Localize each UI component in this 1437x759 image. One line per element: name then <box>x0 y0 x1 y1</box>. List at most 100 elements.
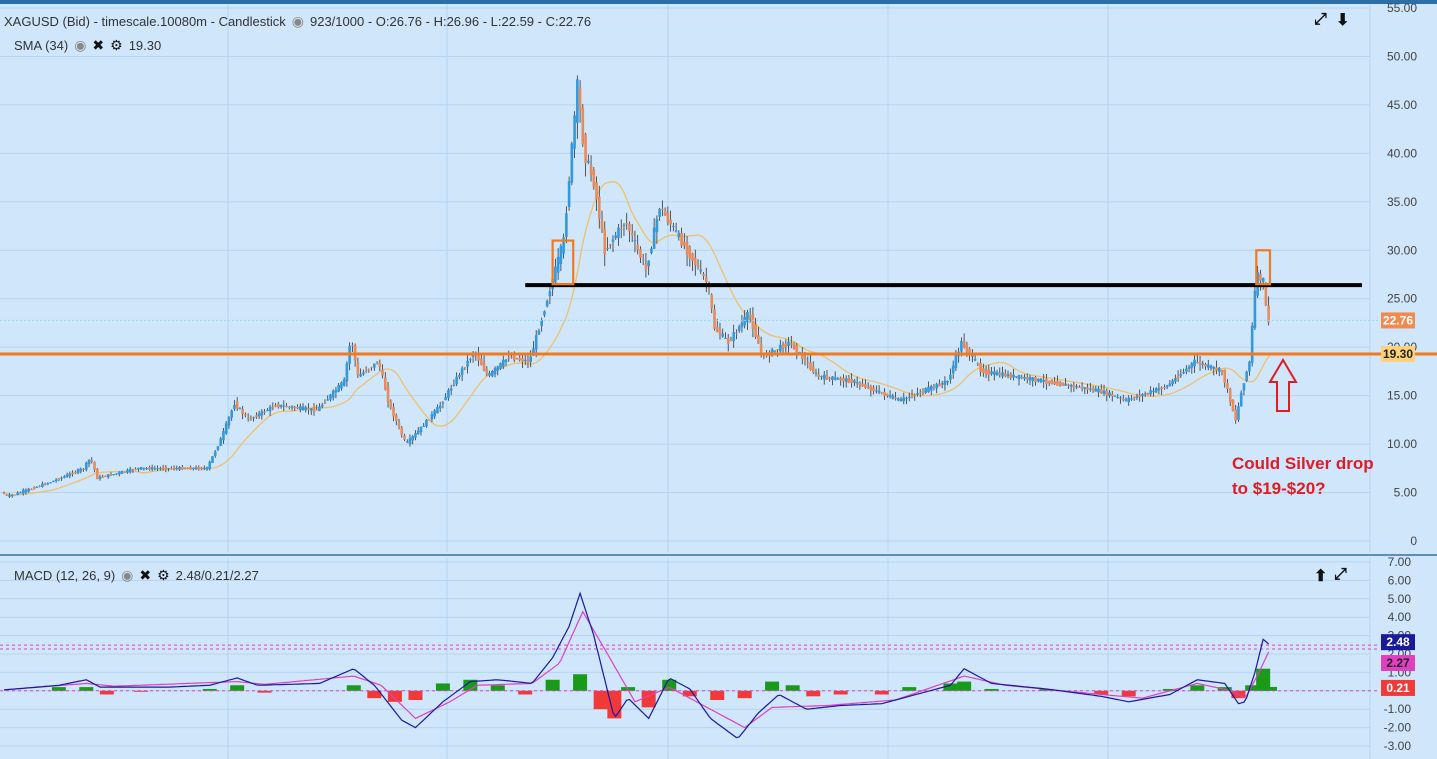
candle-body <box>740 322 744 328</box>
candle-body <box>1067 384 1070 386</box>
candle-body <box>1160 387 1163 390</box>
candle-body <box>726 337 730 344</box>
candle-body <box>776 349 779 351</box>
candle-body <box>1097 388 1100 393</box>
candle-body <box>255 415 258 418</box>
macd-expand-icon[interactable]: ⤢ <box>1334 566 1347 583</box>
candle-body <box>584 134 587 164</box>
macd-histogram-bar <box>435 683 450 691</box>
price-tick-label: 35.00 <box>1387 195 1417 209</box>
candle-body <box>21 490 25 494</box>
candle-body <box>748 315 752 318</box>
candle-body <box>1185 368 1188 372</box>
candle-body <box>82 468 85 470</box>
macd-histogram-bar <box>1190 685 1205 691</box>
candle-body <box>170 468 173 470</box>
annotation-line-1: Could Silver drop <box>1232 454 1374 473</box>
candle-body <box>1179 374 1183 376</box>
candle-body <box>1190 363 1194 368</box>
candle-body <box>595 182 598 200</box>
candle-body <box>1204 364 1207 367</box>
candle-body <box>285 405 288 408</box>
candle-body <box>449 388 453 391</box>
candle-body <box>781 344 785 349</box>
eye-icon[interactable]: ◉ <box>291 13 304 29</box>
candle-body <box>625 223 629 225</box>
candle-body <box>183 467 187 469</box>
candle-body <box>1174 378 1177 382</box>
price-tick-label: 10.00 <box>1387 437 1417 451</box>
move-up-icon[interactable]: ⬆ <box>1314 568 1328 585</box>
macd-eye-icon[interactable]: ◉ <box>121 567 134 583</box>
sma-eye-icon[interactable]: ◉ <box>74 37 87 53</box>
sma-gear-icon[interactable]: ⚙ <box>110 37 123 53</box>
candle-body <box>883 391 886 396</box>
macd-tick-label: 7.00 <box>1388 555 1412 569</box>
macd-histogram-bar <box>1256 668 1271 691</box>
candle-body <box>326 399 330 401</box>
candle-body <box>452 384 456 386</box>
candle-body <box>946 381 949 383</box>
candle-body <box>216 446 220 450</box>
candle-body <box>175 468 179 470</box>
candle-body <box>74 472 77 474</box>
candle-body <box>268 406 272 412</box>
candle-body <box>940 383 944 385</box>
candle-body <box>1075 386 1078 388</box>
macd-histogram-bar <box>806 690 821 697</box>
candle-body <box>351 345 354 347</box>
candle-body <box>872 387 875 392</box>
candle-body <box>850 379 853 383</box>
candle-body <box>1231 399 1235 411</box>
candle-body <box>704 277 708 283</box>
candle-body <box>84 462 88 470</box>
candle-body <box>1226 382 1229 389</box>
candle-body <box>979 363 982 373</box>
candle-body <box>899 398 903 402</box>
sma-close-icon[interactable]: ✖ <box>92 37 105 53</box>
candle-body <box>1078 386 1081 388</box>
candle-body <box>323 402 327 404</box>
macd-close-icon[interactable]: ✖ <box>139 567 152 583</box>
candle-body <box>189 466 192 470</box>
candle-body <box>1069 384 1073 387</box>
candle-body <box>515 358 519 360</box>
candle-body <box>71 472 74 475</box>
candle-body <box>828 377 832 379</box>
candle-body <box>696 265 700 268</box>
macd-histogram-bar <box>490 685 505 691</box>
candle-body <box>724 337 727 339</box>
price-tick-label: 45.00 <box>1387 98 1417 112</box>
candle-body <box>32 487 36 490</box>
candle-body <box>710 294 714 309</box>
candle-body <box>916 393 919 395</box>
candle-body <box>98 476 102 480</box>
candle-body <box>123 471 127 473</box>
candle-body <box>831 376 834 380</box>
candle-body <box>496 366 500 371</box>
candle-body <box>600 220 604 230</box>
candle-body <box>932 386 936 388</box>
macd-tick-label: 6.00 <box>1388 573 1412 587</box>
candle-body <box>537 330 541 335</box>
macd-tick-label: -3.00 <box>1384 739 1412 753</box>
macd-gear-icon[interactable]: ⚙ <box>157 567 170 583</box>
candle-body <box>861 383 864 387</box>
candle-body <box>356 362 360 375</box>
move-down-icon[interactable]: ⬇ <box>1336 12 1350 29</box>
candle-body <box>463 367 467 369</box>
macd-histogram-bar <box>463 679 478 691</box>
candle-body <box>65 474 69 478</box>
candle-body <box>896 398 900 401</box>
candle-body <box>57 478 61 481</box>
candle-body <box>378 362 382 368</box>
candle-body <box>249 418 253 420</box>
candle-body <box>1113 395 1117 397</box>
candle-body <box>929 385 933 391</box>
candle-body <box>109 474 113 476</box>
candle-body <box>543 311 546 316</box>
expand-icon[interactable]: ⤢ <box>1314 11 1327 28</box>
candle-body <box>795 344 799 354</box>
candle-body <box>773 350 777 352</box>
